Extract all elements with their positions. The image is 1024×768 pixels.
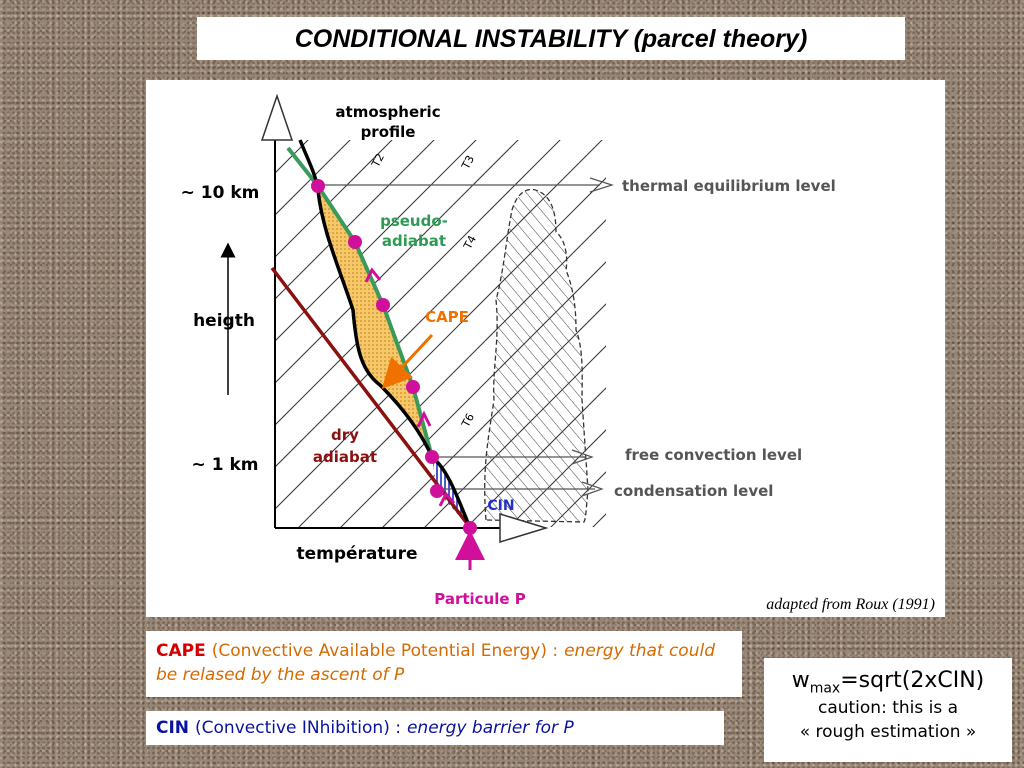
isotherm-line	[276, 140, 519, 383]
cin-area	[432, 457, 470, 528]
isotherm-line	[276, 140, 309, 173]
formula-symbol: w	[791, 668, 810, 693]
level-arrow	[581, 481, 604, 497]
ascent-arrows	[364, 267, 485, 570]
parcel-point	[425, 450, 439, 464]
parcel-point	[311, 179, 325, 193]
isotherm-label: T4	[461, 233, 479, 252]
isotherm-label: T2	[369, 151, 387, 170]
formula: wmax=sqrt(2xCIN)	[764, 668, 1012, 696]
note-term: CAPE	[156, 641, 206, 661]
formula-caution: « rough estimation »	[799, 722, 977, 743]
level-arrow	[589, 177, 614, 193]
parcel-point	[348, 235, 362, 249]
pseudo-adiabat-label: adiabat	[382, 232, 446, 250]
profile-label: profile	[361, 123, 416, 141]
cin-note: CIN (Convective INhibition) : energy barri…	[146, 711, 724, 745]
cape-label: CAPE	[425, 308, 469, 326]
parcel-point	[430, 484, 444, 498]
height-label: heigth	[193, 311, 255, 331]
height-label: ~ 10 km	[181, 183, 260, 203]
formula-subscript: max	[809, 680, 841, 697]
level-arrow	[571, 449, 594, 465]
formula-caution: caution: this is a	[817, 698, 959, 719]
note-expansion: (Convective Available Potential Energy) …	[211, 641, 559, 661]
level-label: free convection level	[625, 446, 802, 464]
note-expansion: (Convective INhibition) :	[195, 718, 401, 738]
cape-arrow	[381, 333, 434, 389]
note-definition: energy barrier for P	[406, 718, 574, 738]
dry-adiabat-label: dry	[331, 426, 359, 444]
note-term: CIN	[156, 718, 190, 738]
pseudo-adiabat-label: pseudo-	[380, 212, 448, 230]
isotherm-line	[276, 177, 606, 509]
y-axis-arrow	[260, 93, 294, 141]
ascent-arrow	[438, 491, 456, 507]
source-note: adapted from Roux (1991)	[766, 596, 935, 613]
cape-note: CAPE (Convective Available Potential Ener…	[146, 631, 742, 697]
dry-adiabat-label: adiabat	[313, 448, 377, 466]
isotherm-line	[276, 140, 435, 299]
isotherm-line	[276, 140, 393, 257]
cin-label: CIN	[487, 498, 514, 514]
profile-label: atmospheric	[335, 103, 440, 121]
isotherm-line	[276, 140, 603, 467]
level-label: thermal equilibrium level	[622, 177, 836, 195]
ascent-arrow	[416, 410, 432, 428]
x-axis-arrow	[499, 512, 549, 544]
note-definition: energy that could be relased by the asce…	[156, 641, 715, 685]
formula-box: wmax=sqrt(2xCIN) caution: this is a « ro…	[764, 658, 1012, 762]
parcel-point	[406, 380, 420, 394]
isotherm-line	[382, 303, 606, 527]
parcel-label: Particule P	[434, 590, 526, 608]
height-label: ~ 1 km	[192, 455, 259, 475]
cape-area	[318, 186, 432, 457]
title: CONDITIONAL INSTABILITY (parcel theory)	[197, 17, 905, 60]
isotherm-label: T6	[459, 411, 477, 430]
x-axis-label: température	[296, 544, 417, 564]
isotherm-line	[276, 140, 477, 341]
isotherm-line	[276, 140, 351, 215]
cloud	[484, 188, 589, 523]
ascent-arrow	[364, 267, 382, 283]
level-label: condensation level	[614, 482, 773, 500]
parcel-point	[463, 521, 477, 535]
parcel-point	[376, 298, 390, 312]
formula-expression: =sqrt(2xCIN)	[840, 668, 985, 693]
isotherm-label: T3	[459, 153, 477, 172]
